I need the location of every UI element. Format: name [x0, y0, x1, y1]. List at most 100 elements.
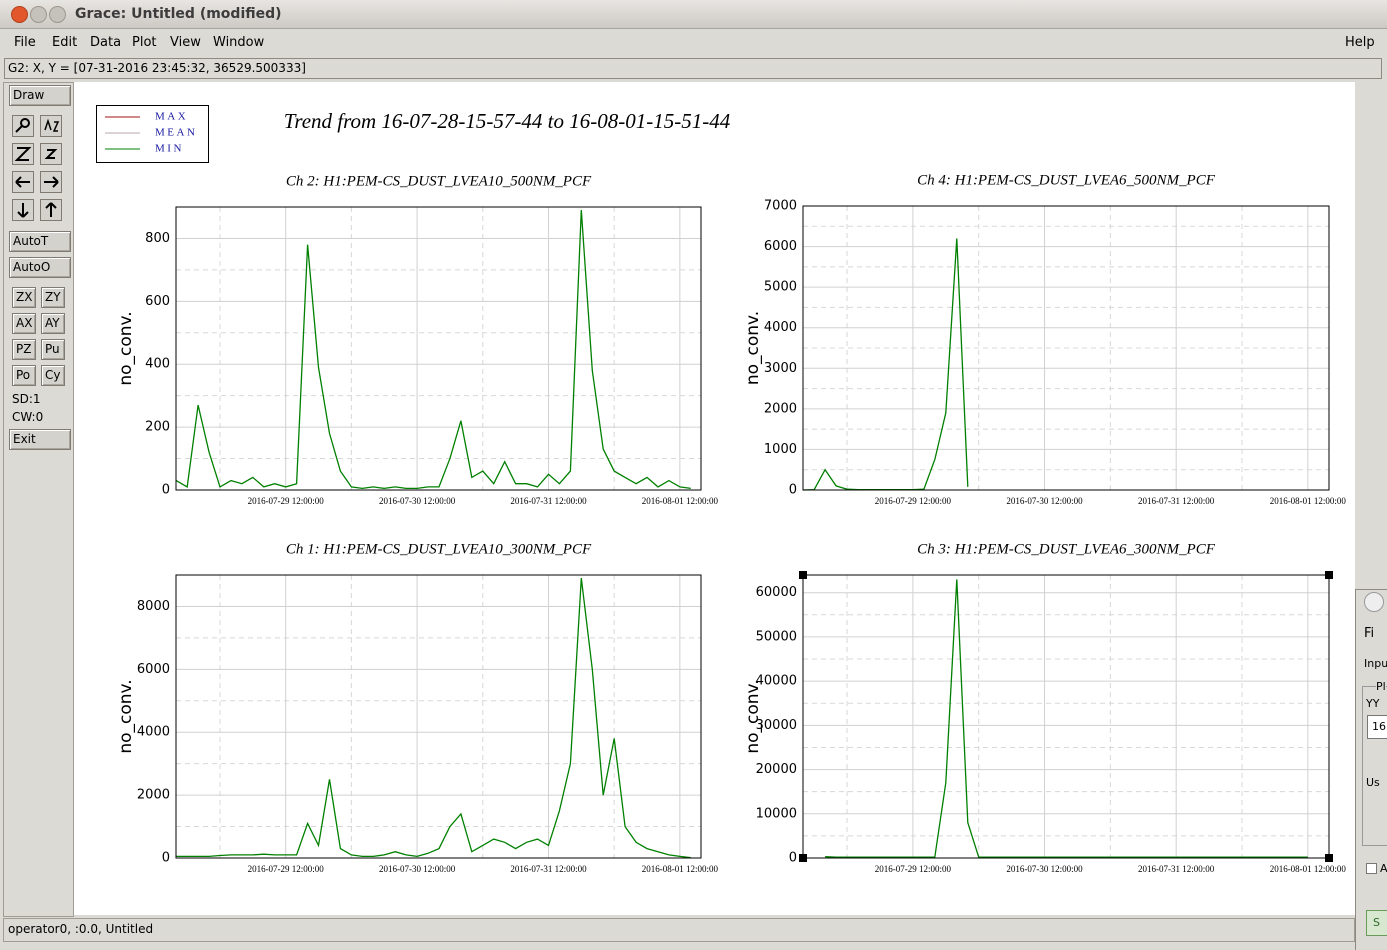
dialog-field-label: YY	[1366, 697, 1380, 710]
dialog-input-value: 16	[1372, 720, 1386, 733]
y-tick-label: 0	[789, 483, 797, 498]
menu-item[interactable]: Help	[1345, 35, 1375, 50]
y-tick-label: 20000	[756, 762, 797, 777]
y-axis-label: no_conv.	[116, 679, 136, 753]
legend-box	[96, 105, 209, 163]
y-tick-label: 40000	[756, 674, 797, 689]
tool-button[interactable]: PZ	[12, 339, 36, 360]
chart-title: Ch 2: H1:PEM-CS_DUST_LVEA10_500NM_PCF	[286, 173, 592, 189]
x-tick-label: 2016-07-29 12:00:00	[875, 496, 952, 506]
x-tick-label: 2016-07-31 12:00:00	[510, 496, 587, 506]
button-label: ZY	[45, 290, 61, 304]
button-label: AutoT	[13, 234, 49, 248]
data-line	[176, 578, 691, 859]
minimize-button[interactable]	[30, 6, 47, 23]
button-label: Cy	[45, 368, 61, 382]
y-tick-label: 60000	[756, 585, 797, 600]
dialog-input[interactable]: 16	[1367, 715, 1387, 739]
plot-area	[176, 207, 701, 490]
menu-item[interactable]: Edit	[52, 35, 78, 50]
selection-handle	[799, 854, 807, 862]
window-title: Grace: Untitled (modified)	[75, 6, 282, 22]
tool-button[interactable]: ZX	[12, 287, 36, 308]
button-label: ZX	[16, 290, 33, 304]
side-dialog: Fi Inpu Pl YY 16 Us A S	[1355, 589, 1387, 950]
title-bar: Grace: Untitled (modified)	[0, 0, 1387, 29]
dialog-label: Inpu	[1364, 657, 1387, 670]
legend-label: MIN	[155, 143, 184, 155]
dialog-group2-label: Us	[1366, 776, 1380, 789]
tool-panel: Draw AutoT AutoO ZX ZY AX AY PZ Pu Po Cy…	[3, 82, 74, 917]
x-tick-label: 2016-08-01 12:00:00	[1270, 496, 1347, 506]
y-tick-label: 0	[162, 483, 170, 498]
sd-label: SD:1	[12, 392, 41, 406]
y-tick-label: 800	[145, 231, 170, 246]
button-label: AX	[16, 316, 33, 330]
y-tick-label: 7000	[764, 199, 797, 214]
menu-item[interactable]: Window	[213, 35, 265, 50]
tool-button[interactable]: Pu	[41, 339, 65, 360]
dialog-group-label: Pl	[1376, 680, 1386, 693]
tool-button[interactable]: ZY	[41, 287, 65, 308]
selection-handle	[1325, 571, 1333, 579]
y-tick-label: 2000	[137, 788, 170, 803]
button-label: Exit	[13, 432, 36, 446]
y-tick-label: 3000	[764, 361, 797, 376]
menu-bar: File Edit Data Plot View Window Help	[0, 29, 1387, 56]
tool-button[interactable]: Cy	[41, 365, 65, 386]
y-tick-label: 8000	[137, 599, 170, 614]
button-label: AutoO	[13, 260, 51, 274]
x-tick-label: 2016-07-30 12:00:00	[1006, 864, 1083, 874]
button-label: AY	[45, 316, 60, 330]
plot-area	[803, 575, 1329, 858]
y-tick-label: 4000	[137, 725, 170, 740]
button-label: Pu	[45, 342, 60, 356]
tool-button[interactable]: AY	[41, 313, 65, 334]
close-button[interactable]	[11, 6, 28, 23]
button-label: Po	[16, 368, 31, 382]
dialog-close[interactable]	[1364, 592, 1384, 612]
dialog-menu[interactable]: Fi	[1364, 626, 1375, 641]
y-axis-label: no_conv.	[116, 311, 136, 385]
y-tick-label: 6000	[764, 239, 797, 254]
x-tick-label: 2016-07-29 12:00:00	[248, 496, 325, 506]
legend-label: MAX	[155, 111, 188, 123]
autot-button[interactable]: AutoT	[9, 231, 71, 252]
dialog-group	[1362, 686, 1387, 846]
maximize-button[interactable]	[49, 6, 66, 23]
exit-button[interactable]: Exit	[9, 429, 71, 450]
tool-button[interactable]: AX	[12, 313, 36, 334]
menu-item[interactable]: File	[14, 35, 36, 50]
x-tick-label: 2016-07-29 12:00:00	[875, 864, 952, 874]
y-tick-label: 0	[789, 851, 797, 866]
autoo-button[interactable]: AutoO	[9, 257, 71, 278]
selection-handle	[1325, 854, 1333, 862]
menu-item[interactable]: Data	[90, 35, 122, 50]
x-tick-label: 2016-08-01 12:00:00	[1270, 864, 1347, 874]
data-line	[175, 210, 691, 490]
chart-title: Ch 4: H1:PEM-CS_DUST_LVEA6_500NM_PCF	[917, 172, 1216, 188]
x-tick-label: 2016-07-30 12:00:00	[379, 496, 456, 506]
x-tick-label: 2016-08-01 12:00:00	[642, 864, 719, 874]
y-tick-label: 6000	[137, 662, 170, 677]
y-tick-label: 30000	[756, 718, 797, 733]
x-tick-label: 2016-08-01 12:00:00	[642, 496, 719, 506]
y-tick-label: 2000	[764, 401, 797, 416]
y-tick-label: 1000	[764, 442, 797, 457]
x-tick-label: 2016-07-30 12:00:00	[379, 864, 456, 874]
x-tick-label: 2016-07-29 12:00:00	[248, 864, 325, 874]
chart-title: Ch 3: H1:PEM-CS_DUST_LVEA6_300NM_PCF	[917, 541, 1216, 557]
status-bar: operator0, :0.0, Untitled	[3, 918, 1355, 942]
y-tick-label: 400	[145, 357, 170, 372]
tool-button[interactable]: Po	[12, 365, 36, 386]
dialog-button[interactable]: S	[1366, 910, 1387, 936]
button-label: Draw	[13, 88, 45, 102]
menu-item[interactable]: Plot	[132, 35, 157, 50]
y-tick-label: 4000	[764, 320, 797, 335]
plot-frame	[802, 205, 1330, 491]
draw-button[interactable]: Draw	[9, 85, 71, 106]
dialog-checkbox[interactable]	[1366, 863, 1377, 874]
y-axis-label: no_conv.	[743, 311, 763, 385]
locator-text: G2: X, Y = [07-31-2016 23:45:32, 36529.5…	[8, 61, 306, 75]
menu-item[interactable]: View	[170, 35, 201, 50]
